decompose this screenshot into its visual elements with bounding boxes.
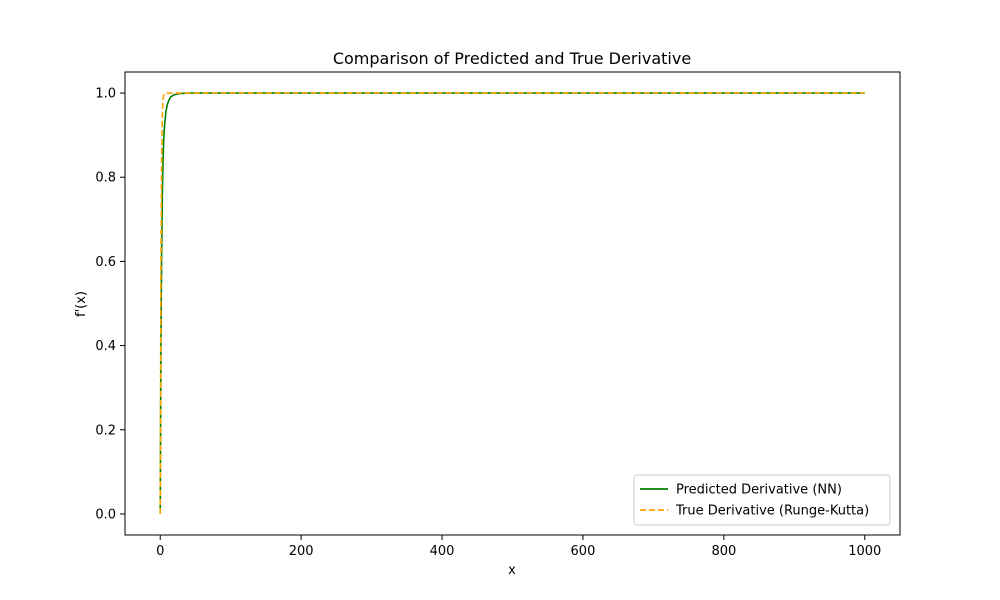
- legend-label-1: Predicted Derivative (NN): [676, 483, 842, 498]
- x-tick-label: 400: [430, 544, 455, 559]
- x-tick-label: 200: [289, 544, 314, 559]
- series-line-2: [159, 92, 865, 514]
- y-tick-label: 0.6: [95, 255, 116, 270]
- x-tick-label: 0: [156, 544, 164, 559]
- legend: Predicted Derivative (NN) True Derivative…: [633, 474, 891, 526]
- chart-title: Comparison of Predicted and True Derivat…: [333, 49, 691, 68]
- legend-box: [633, 474, 891, 526]
- plot-area: 0 200 400 600 800 1000 0.0 0.2 0.4 0.6 0.8 1.0: [95, 71, 901, 559]
- x-tick-label: 1000: [848, 544, 881, 559]
- y-tick-label: 1.0: [95, 87, 116, 102]
- x-axis-label: x: [508, 563, 516, 578]
- legend-label-2: True Derivative (Runge-Kutta): [675, 504, 869, 519]
- y-tick-label: 0.4: [95, 339, 116, 354]
- x-tick-label: 600: [571, 544, 596, 559]
- x-tick-label: 800: [711, 544, 736, 559]
- y-tick-label: 0.2: [95, 423, 116, 438]
- y-axis-label: f'(x): [74, 291, 89, 317]
- series-line-1: [159, 92, 865, 514]
- plot-frame: [124, 71, 901, 536]
- y-tick-label: 0.8: [95, 171, 116, 186]
- y-tick-label: 0.0: [95, 507, 116, 522]
